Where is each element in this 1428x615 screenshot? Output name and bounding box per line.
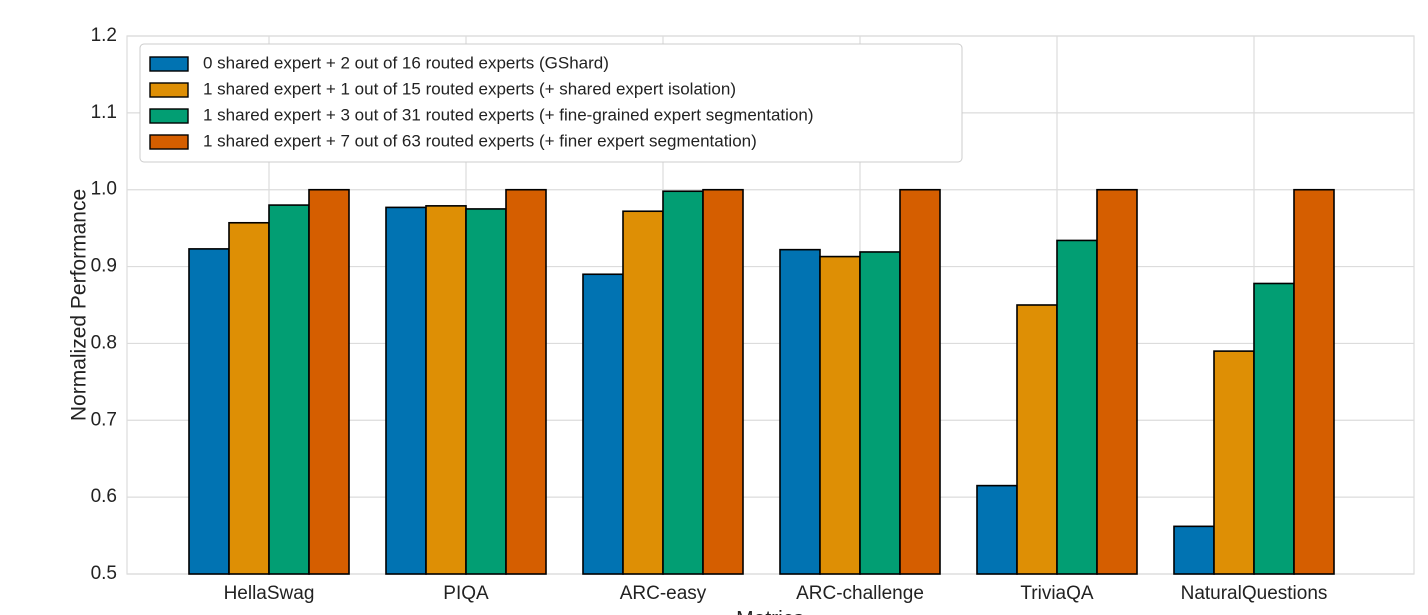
y-tick-label: 0.7 — [91, 409, 117, 430]
bar — [859, 251, 901, 575]
bar — [1293, 188, 1335, 575]
bar — [1173, 525, 1215, 575]
bar — [1016, 304, 1058, 575]
x-tick-label: NaturalQuestions — [1181, 583, 1328, 604]
bar — [425, 205, 467, 575]
y-tick-label: 1.2 — [91, 25, 117, 46]
x-tick-label: HellaSwag — [224, 583, 315, 604]
x-tick-label: PIQA — [443, 583, 489, 604]
bar — [1253, 282, 1295, 575]
y-tick-label: 0.6 — [91, 486, 117, 507]
bar — [505, 188, 547, 575]
bar — [188, 248, 230, 575]
legend-label: 1 shared expert + 1 out of 15 routed exp… — [203, 79, 736, 98]
y-tick-label: 1.0 — [91, 179, 117, 200]
legend-swatch — [149, 82, 189, 98]
x-tick-label: ARC-easy — [620, 583, 707, 604]
bar — [976, 484, 1018, 575]
legend-label: 1 shared expert + 3 out of 31 routed exp… — [203, 105, 813, 124]
bar — [268, 204, 310, 575]
bar — [779, 248, 821, 575]
legend-swatch — [149, 56, 189, 72]
bar — [662, 190, 704, 575]
legend-label: 0 shared expert + 2 out of 16 routed exp… — [203, 53, 609, 72]
legend-swatch — [149, 134, 189, 150]
x-axis-label: Metrics — [736, 608, 804, 615]
plot-frame — [126, 35, 1415, 575]
bar — [582, 273, 624, 575]
bar — [308, 188, 350, 575]
x-tick-label: ARC-challenge — [796, 583, 924, 604]
y-tick-label: 0.5 — [91, 563, 117, 584]
bar — [228, 221, 270, 575]
legend-box — [139, 43, 963, 163]
legend-label: 1 shared expert + 7 out of 63 routed exp… — [203, 131, 757, 150]
y-tick-label: 1.1 — [91, 102, 117, 123]
bar — [1096, 188, 1138, 575]
bar — [899, 188, 941, 575]
bar — [465, 208, 507, 575]
bar — [385, 206, 427, 575]
y-axis-label: Normalized Performance — [68, 189, 91, 421]
y-tick-label: 0.9 — [91, 256, 117, 277]
bar — [819, 255, 861, 575]
legend-swatch — [149, 108, 189, 124]
bar — [702, 188, 744, 575]
bar — [1213, 350, 1255, 575]
x-tick-label: TriviaQA — [1020, 583, 1094, 604]
y-tick-label: 0.8 — [91, 332, 117, 353]
bar — [1056, 239, 1098, 575]
legend: 0 shared expert + 2 out of 16 routed exp… — [139, 43, 963, 163]
bar — [622, 210, 664, 575]
